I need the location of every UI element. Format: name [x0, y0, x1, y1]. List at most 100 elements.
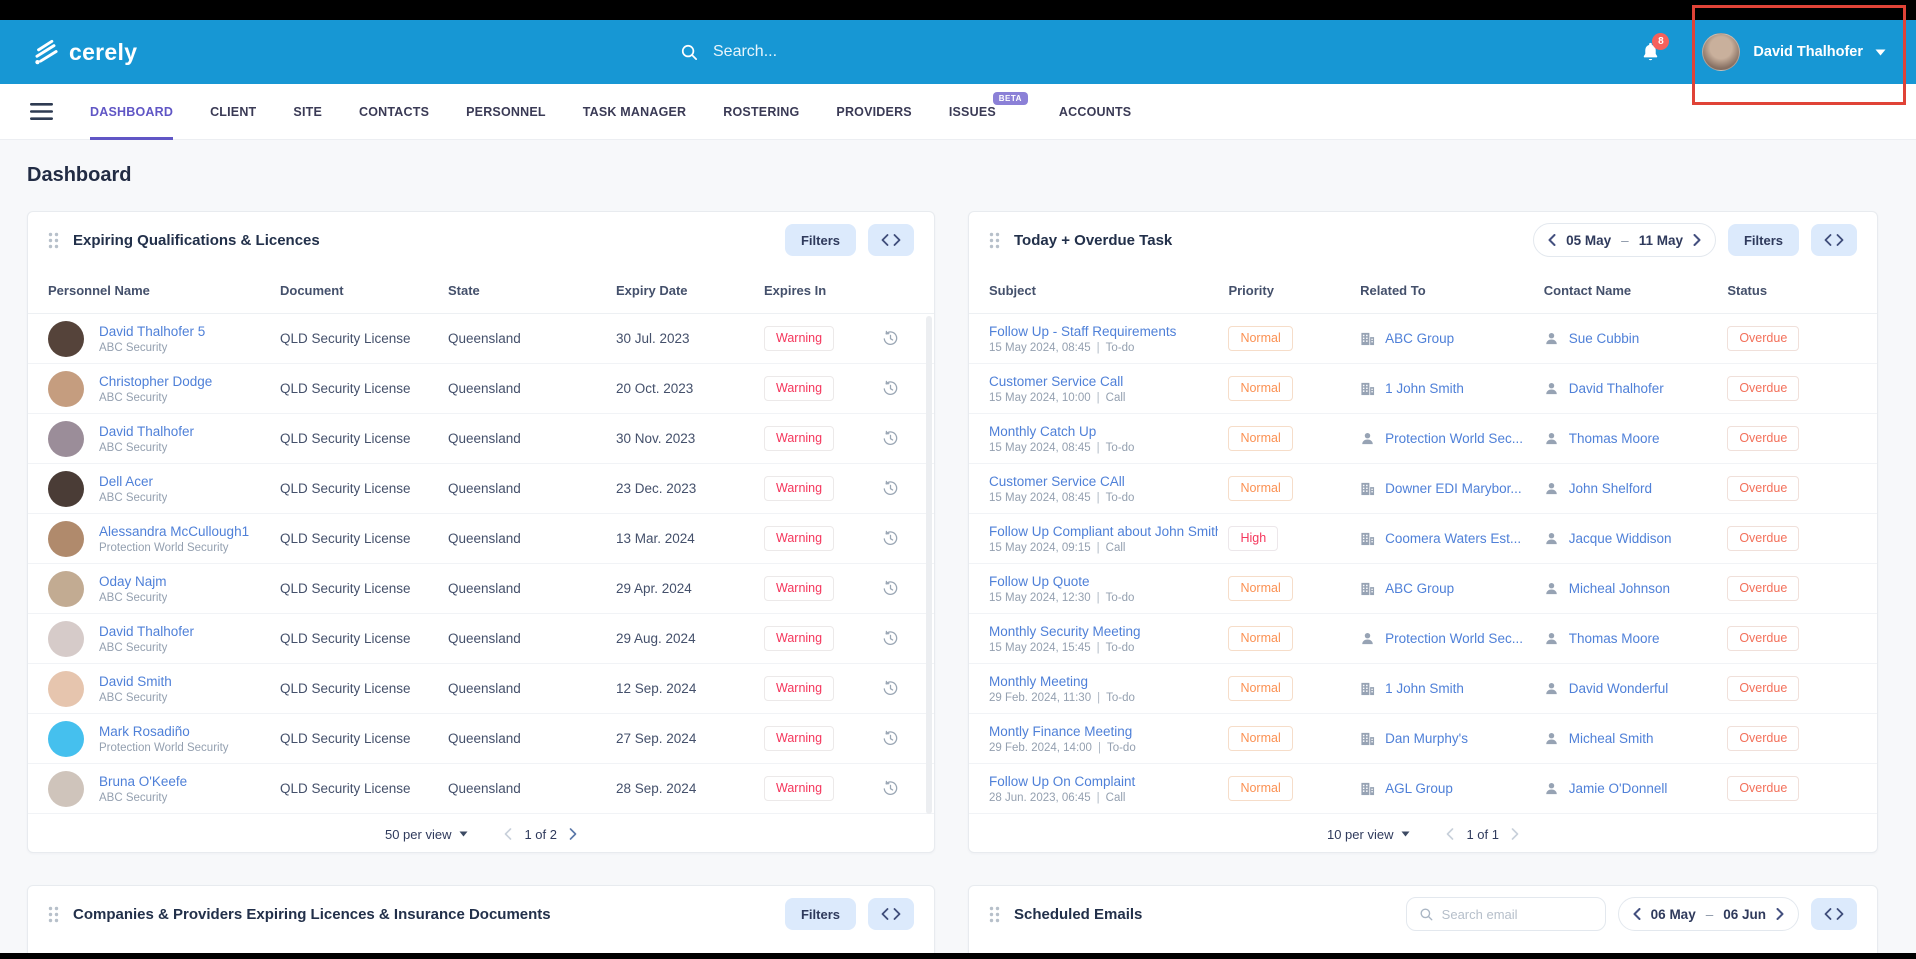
related-to-link[interactable]: Dan Murphy's [1385, 731, 1468, 746]
notifications-button[interactable]: 8 [1641, 33, 1670, 63]
per-view-dropdown[interactable]: 10 per view [1327, 827, 1410, 842]
prev-page-icon[interactable] [504, 828, 512, 840]
filters-button[interactable]: Filters [1727, 224, 1799, 256]
personnel-name-link[interactable]: Christopher Dodge [99, 373, 213, 389]
history-icon[interactable] [882, 730, 899, 747]
personnel-name-link[interactable]: Bruna O'Keefe [99, 773, 188, 789]
user-name[interactable]: David Thalhofer [1753, 44, 1863, 60]
column-header: Subject [989, 283, 1036, 298]
tab-dashboard[interactable]: DASHBOARD [90, 84, 174, 140]
history-icon[interactable] [882, 530, 899, 547]
drag-handle-icon[interactable] [989, 232, 1000, 249]
drag-handle-icon[interactable] [989, 906, 1000, 923]
task-subject-link[interactable]: Follow Up Quote [989, 573, 1090, 589]
history-icon[interactable] [882, 430, 899, 447]
related-to-link[interactable]: AGL Group [1385, 781, 1453, 796]
history-icon[interactable] [882, 680, 899, 697]
panel-collapse-expand-button[interactable] [1811, 898, 1857, 930]
task-subject-link[interactable]: Montly Finance Meeting [989, 723, 1133, 739]
personnel-name-link[interactable]: David Smith [99, 673, 172, 689]
tab-accounts[interactable]: ACCOUNTS [1058, 104, 1132, 119]
personnel-name-link[interactable]: David Thalhofer [99, 623, 195, 639]
task-subject-link[interactable]: Monthly Meeting [989, 673, 1089, 689]
status-badge: Overdue [1727, 326, 1800, 351]
email-search-input[interactable] [1441, 906, 1582, 922]
task-subject-link[interactable]: Monthly Catch Up [989, 423, 1097, 439]
panel-collapse-expand-button[interactable] [1811, 224, 1857, 256]
tab-site[interactable]: SITE [293, 104, 322, 119]
date-range-next-icon[interactable] [1693, 234, 1701, 246]
contact-name-link[interactable]: Thomas Moore [1568, 431, 1660, 446]
date-range-start[interactable]: 06 May [1650, 906, 1696, 922]
date-range-start[interactable]: 05 May [1566, 232, 1612, 248]
table-scrollbar[interactable] [926, 316, 932, 814]
related-to-link[interactable]: ABC Group [1385, 331, 1455, 346]
filters-button[interactable]: Filters [784, 224, 856, 256]
tab-client[interactable]: CLIENT [210, 104, 257, 119]
filters-button[interactable]: Filters [784, 898, 856, 930]
personnel-name-link[interactable]: Oday Najm [99, 573, 167, 589]
drag-handle-icon[interactable] [48, 906, 59, 923]
per-view-dropdown[interactable]: 50 per view [385, 827, 468, 842]
prev-page-icon[interactable] [1446, 828, 1454, 840]
task-subject-link[interactable]: Follow Up Compliant about John Smiths [989, 523, 1219, 539]
contact-name-link[interactable]: Jamie O'Donnell [1568, 781, 1668, 796]
tab-issues[interactable]: ISSUES BETA [949, 84, 1028, 140]
tab-personnel[interactable]: PERSONNEL [466, 104, 546, 119]
personnel-name-link[interactable]: David Thalhofer [99, 423, 195, 439]
personnel-name-link[interactable]: David Thalhofer 5 [99, 323, 206, 339]
personnel-name-link[interactable]: Alessandra McCullough1 [99, 523, 250, 539]
related-to-link[interactable]: Protection World Sec... [1385, 631, 1523, 646]
panel-collapse-expand-button[interactable] [868, 224, 914, 256]
next-page-icon[interactable] [569, 828, 577, 840]
status-badge: Overdue [1727, 526, 1800, 551]
panel-collapse-expand-button[interactable] [868, 898, 914, 930]
personnel-name-link[interactable]: Mark Rosadiño [99, 723, 190, 739]
task-subject-link[interactable]: Follow Up - Staff Requirements [989, 323, 1177, 339]
global-search[interactable] [680, 20, 1033, 84]
contact-name-link[interactable]: Jacque Widdison [1568, 531, 1672, 546]
related-to-link[interactable]: 1 John Smith [1385, 381, 1464, 396]
date-range-next-icon[interactable] [1776, 908, 1784, 920]
user-menu-caret-icon[interactable] [1875, 49, 1886, 56]
contact-name-link[interactable]: Micheal Johnson [1568, 581, 1671, 596]
company-icon [1360, 331, 1375, 346]
contact-name-link[interactable]: Micheal Smith [1568, 731, 1654, 746]
tab-rostering[interactable]: ROSTERING [723, 104, 800, 119]
date-range-end[interactable]: 11 May [1638, 232, 1683, 248]
history-icon[interactable] [882, 580, 899, 597]
history-icon[interactable] [882, 630, 899, 647]
related-to-link[interactable]: Coomera Waters Est... [1385, 531, 1522, 546]
contact-name-link[interactable]: John Shelford [1568, 481, 1653, 496]
tab-contacts[interactable]: CONTACTS [359, 104, 430, 119]
date-range-prev-icon[interactable] [1633, 908, 1641, 920]
drag-handle-icon[interactable] [48, 232, 59, 249]
task-subject-link[interactable]: Customer Service Call [989, 373, 1124, 389]
contact-name-link[interactable]: David Wonderful [1568, 681, 1669, 696]
contact-name-link[interactable]: Sue Cubbin [1568, 331, 1640, 346]
related-to-link[interactable]: 1 John Smith [1385, 681, 1464, 696]
tab-task-manager[interactable]: TASK MANAGER [582, 104, 687, 119]
history-icon[interactable] [882, 380, 899, 397]
related-to-link[interactable]: ABC Group [1385, 581, 1455, 596]
app-logo[interactable]: cerely [30, 36, 137, 68]
hamburger-menu-icon[interactable] [30, 103, 53, 120]
email-search-box[interactable] [1405, 897, 1606, 931]
date-range-end[interactable]: 06 Jun [1723, 906, 1766, 922]
contact-name-link[interactable]: David Thalhofer [1568, 381, 1664, 396]
history-icon[interactable] [882, 330, 899, 347]
contact-name-link[interactable]: Thomas Moore [1568, 631, 1660, 646]
date-range-prev-icon[interactable] [1548, 234, 1556, 246]
task-subject-link[interactable]: Follow Up On Complaint [989, 773, 1136, 789]
task-subject-link[interactable]: Customer Service CAll [989, 473, 1125, 489]
next-page-icon[interactable] [1511, 828, 1519, 840]
task-subject-link[interactable]: Monthly Security Meeting [989, 623, 1141, 639]
history-icon[interactable] [882, 780, 899, 797]
search-input[interactable] [713, 43, 1033, 61]
related-to-link[interactable]: Protection World Sec... [1385, 431, 1523, 446]
history-icon[interactable] [882, 480, 899, 497]
user-avatar[interactable] [1702, 33, 1741, 71]
tab-providers[interactable]: PROVIDERS [836, 104, 912, 119]
related-to-link[interactable]: Downer EDI Marybor... [1385, 481, 1522, 496]
personnel-name-link[interactable]: Dell Acer [99, 473, 154, 489]
